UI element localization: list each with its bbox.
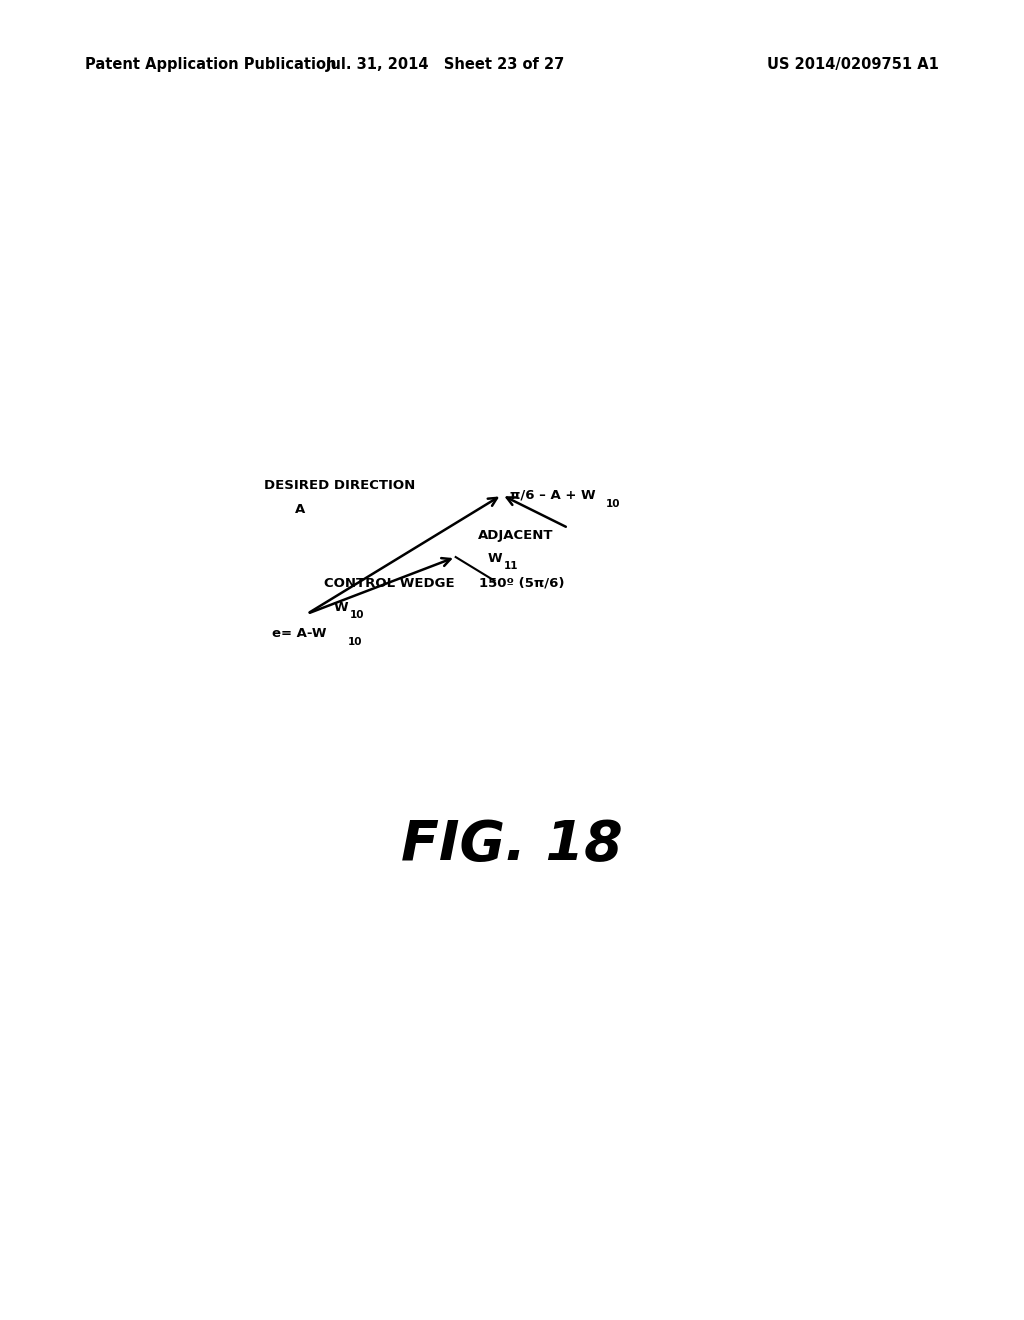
- Text: DESIRED DIRECTION: DESIRED DIRECTION: [264, 479, 416, 492]
- Text: FIG. 18: FIG. 18: [401, 818, 623, 871]
- Text: W: W: [334, 601, 348, 614]
- Text: Jul. 31, 2014   Sheet 23 of 27: Jul. 31, 2014 Sheet 23 of 27: [326, 57, 565, 73]
- Text: Patent Application Publication: Patent Application Publication: [85, 57, 337, 73]
- Text: 10: 10: [348, 636, 362, 647]
- Text: π/6 – A + W: π/6 – A + W: [510, 488, 596, 502]
- Text: A: A: [295, 503, 305, 516]
- Text: 10: 10: [606, 499, 621, 510]
- Text: ADJACENT: ADJACENT: [478, 529, 554, 543]
- Text: 10: 10: [350, 610, 365, 620]
- Text: e= A-W: e= A-W: [272, 627, 327, 640]
- Text: 11: 11: [504, 561, 518, 572]
- Text: CONTROL WEDGE: CONTROL WEDGE: [324, 577, 455, 590]
- Text: US 2014/0209751 A1: US 2014/0209751 A1: [767, 57, 939, 73]
- Text: W: W: [487, 552, 502, 565]
- Text: 150º (5π/6): 150º (5π/6): [479, 577, 564, 590]
